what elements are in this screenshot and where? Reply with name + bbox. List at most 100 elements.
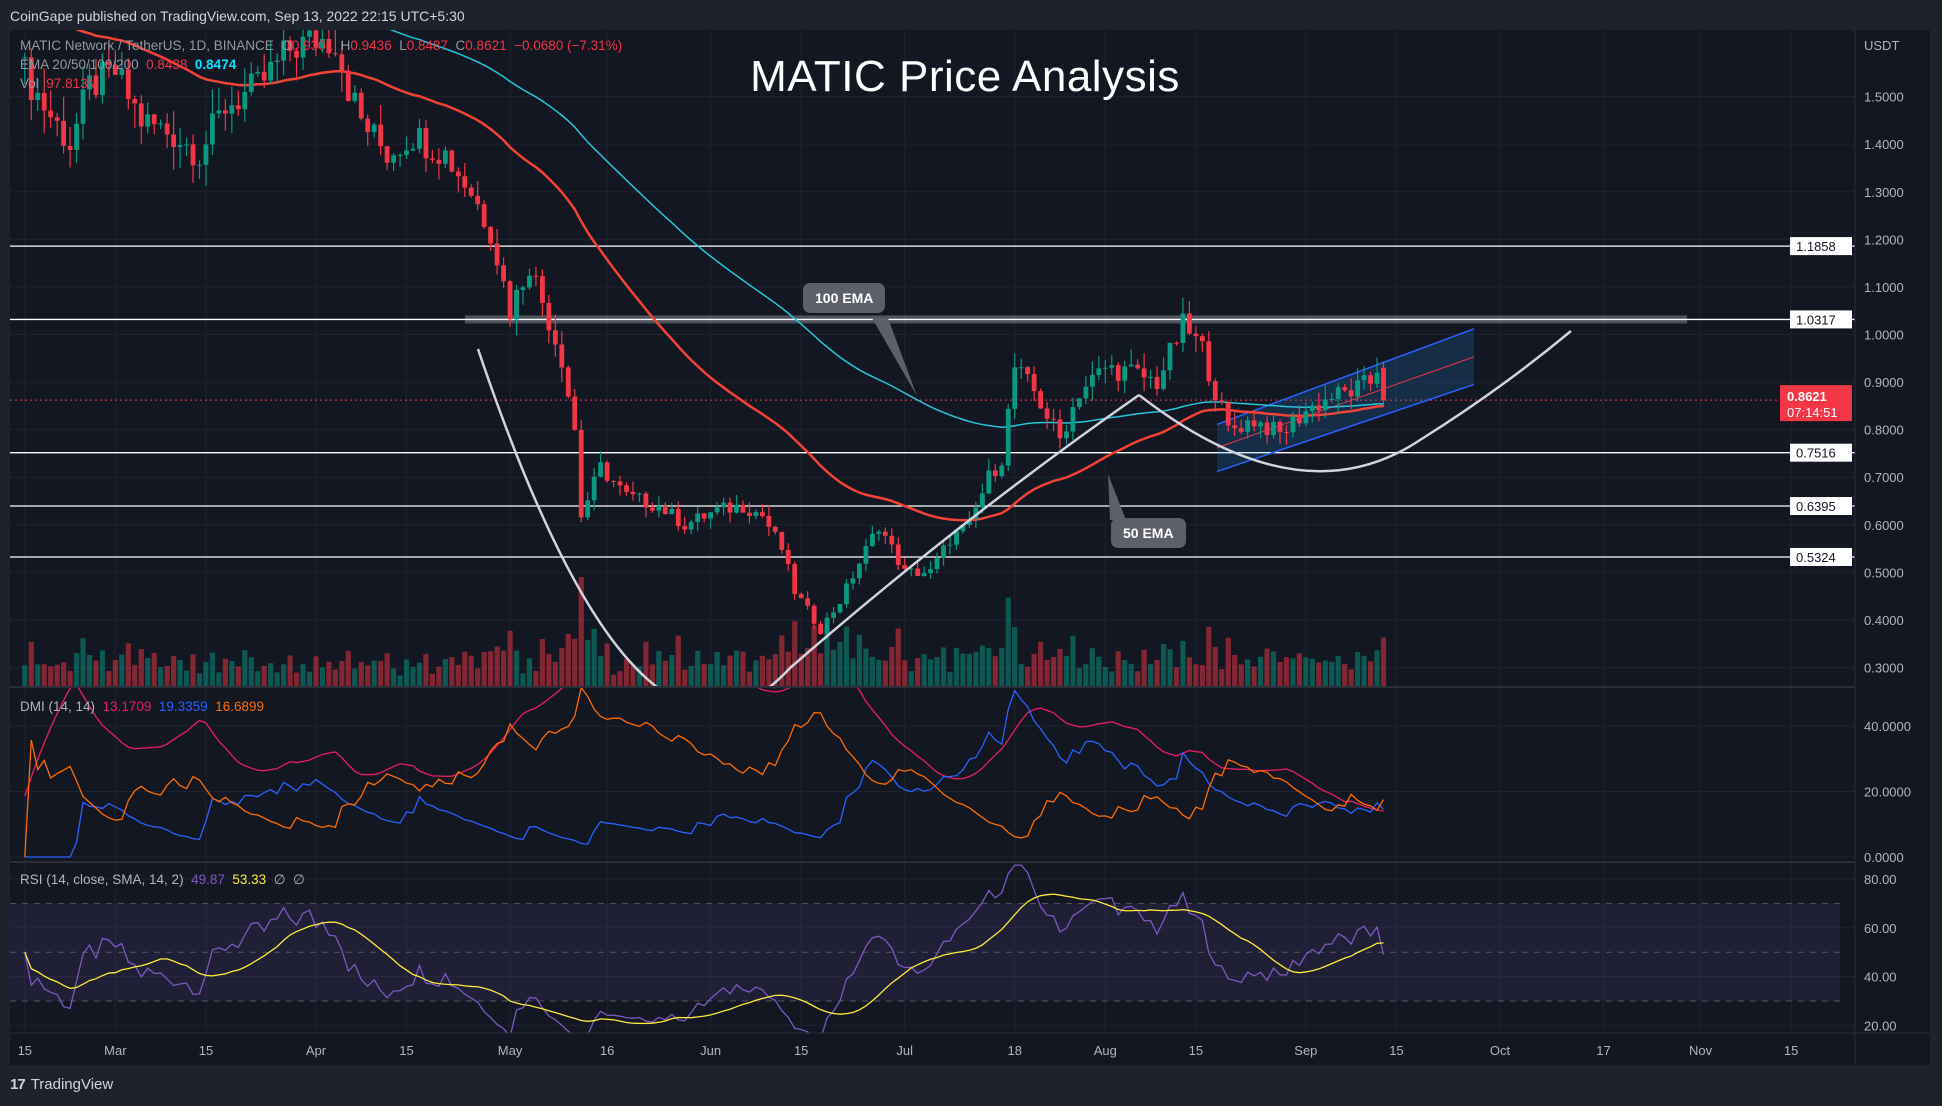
volume-bar [1147, 663, 1154, 687]
candle [857, 562, 862, 585]
volume-bar [960, 653, 966, 687]
rsi-label[interactable]: RSI (14, close, SMA, 14, 2) [20, 872, 184, 887]
volume-bar [1342, 663, 1348, 687]
volume-bar [940, 647, 947, 687]
time-axis-label: 17 [1596, 1043, 1610, 1058]
candle-body [831, 612, 836, 618]
rsi-legend[interactable]: RSI (14, close, SMA, 14, 2) 49.87 53.33 … [20, 872, 305, 888]
dmi-tick-label: 0.0000 [1864, 850, 1904, 865]
candle-body [1018, 367, 1024, 369]
candle-body [1128, 364, 1134, 367]
candle-body [436, 159, 442, 164]
rising-channel[interactable] [1216, 328, 1475, 473]
candle-body [41, 92, 47, 111]
candle [1225, 401, 1231, 432]
candle-body [578, 429, 584, 518]
candle-body [669, 508, 675, 515]
candle-body [1180, 313, 1186, 343]
handle-curve[interactable] [1138, 330, 1572, 473]
chart-title: MATIC Price Analysis [750, 52, 1180, 101]
ema50-callout[interactable]: 50 EMA [1111, 518, 1186, 548]
volume-label[interactable]: Vol [20, 76, 39, 91]
candle [132, 95, 138, 128]
current-price-label: 0.8621 [1787, 389, 1827, 404]
volume-bar [682, 669, 688, 687]
candle-body [475, 195, 481, 205]
volume-bar [268, 663, 274, 687]
candle-body [934, 557, 940, 570]
candle-body [675, 508, 681, 527]
cup-curve[interactable] [476, 348, 1140, 709]
rsi-lines [24, 864, 1385, 1033]
ema-legend[interactable]: EMA 20/50/100/200 0.8438 0.8474 [20, 57, 236, 72]
candle-body [630, 491, 636, 495]
channel-fill[interactable] [1217, 328, 1474, 472]
candle-body [546, 302, 552, 331]
volume-bar [1083, 663, 1089, 687]
candle-body [688, 522, 694, 530]
candle-body [22, 57, 28, 59]
candle [591, 467, 597, 511]
symbol-name[interactable]: MATIC Network / TetherUS, 1D, BINANCE [20, 38, 274, 53]
level-price-badge[interactable] [1790, 547, 1852, 566]
level-price-badge[interactable] [1790, 237, 1852, 256]
volume-legend[interactable]: Vol 97.813M [20, 76, 99, 91]
candle-body [119, 69, 125, 75]
volume-bar [843, 626, 850, 687]
candle-body [1044, 408, 1050, 419]
channel-upper-line[interactable] [1216, 328, 1475, 426]
candle [74, 113, 79, 163]
level-price-label: 0.7516 [1796, 446, 1836, 461]
candle [417, 118, 422, 154]
level-price-badge[interactable] [1790, 497, 1852, 516]
candle [326, 30, 332, 58]
ema100-callout[interactable]: 100 EMA [803, 283, 886, 313]
volume-bar [255, 671, 261, 687]
candle [294, 47, 299, 81]
volume-bar [701, 663, 707, 687]
volume-bar [695, 650, 701, 687]
candle-body [222, 110, 228, 114]
horizontal-levels[interactable] [10, 245, 1855, 558]
volume-bar [740, 651, 746, 687]
volume-bar [35, 664, 41, 687]
candle [462, 163, 468, 198]
channel-lower-line[interactable] [1216, 383, 1475, 473]
volume-bar [345, 650, 351, 687]
volume-bar [1167, 649, 1173, 687]
candle-body [268, 61, 274, 81]
time-axis-label: Aug [1094, 1043, 1117, 1058]
tradingview-footer[interactable]: 17 TradingView [10, 1076, 113, 1093]
candle-body [1031, 374, 1037, 392]
time-axis-label: Nov [1689, 1043, 1713, 1058]
dmi-legend[interactable]: DMI (14, 14) 13.1709 19.3359 16.6899 [20, 699, 264, 714]
axes[interactable]: 1.5000 1.4000 1.3000 1.2000 1.1000 1.0000 0.90… [18, 90, 1911, 1058]
cup-pattern-curves[interactable] [476, 318, 1572, 709]
level-price-badge[interactable] [1790, 310, 1852, 329]
candle-body [242, 91, 248, 110]
symbol-legend[interactable]: MATIC Network / TetherUS, 1D, BINANCE O0… [20, 38, 622, 53]
volume-bar [1212, 646, 1218, 687]
tradingview-brand[interactable]: TradingView [30, 1076, 114, 1093]
candle-body [1148, 376, 1153, 378]
channel-mid-line[interactable] [1216, 356, 1475, 449]
volume-bar [1050, 656, 1057, 687]
candle-body [559, 344, 565, 368]
time-axis-label: Oct [1490, 1043, 1511, 1058]
ema-label[interactable]: EMA 20/50/100/200 [20, 57, 139, 72]
volume-bar [1193, 664, 1199, 687]
candle [481, 200, 487, 229]
candle-body [844, 583, 849, 604]
dmi-label[interactable]: DMI (14, 14) [20, 699, 96, 714]
current-price-badge[interactable] [1780, 385, 1852, 422]
volume-bar [662, 660, 668, 687]
volume-bar [365, 665, 371, 687]
candle [611, 480, 616, 488]
candle [1271, 413, 1276, 439]
candle [1064, 424, 1069, 445]
level-price-badge[interactable] [1790, 443, 1852, 462]
volume-bar [720, 665, 727, 687]
candle-body [87, 75, 92, 90]
volume-bar [145, 658, 151, 687]
